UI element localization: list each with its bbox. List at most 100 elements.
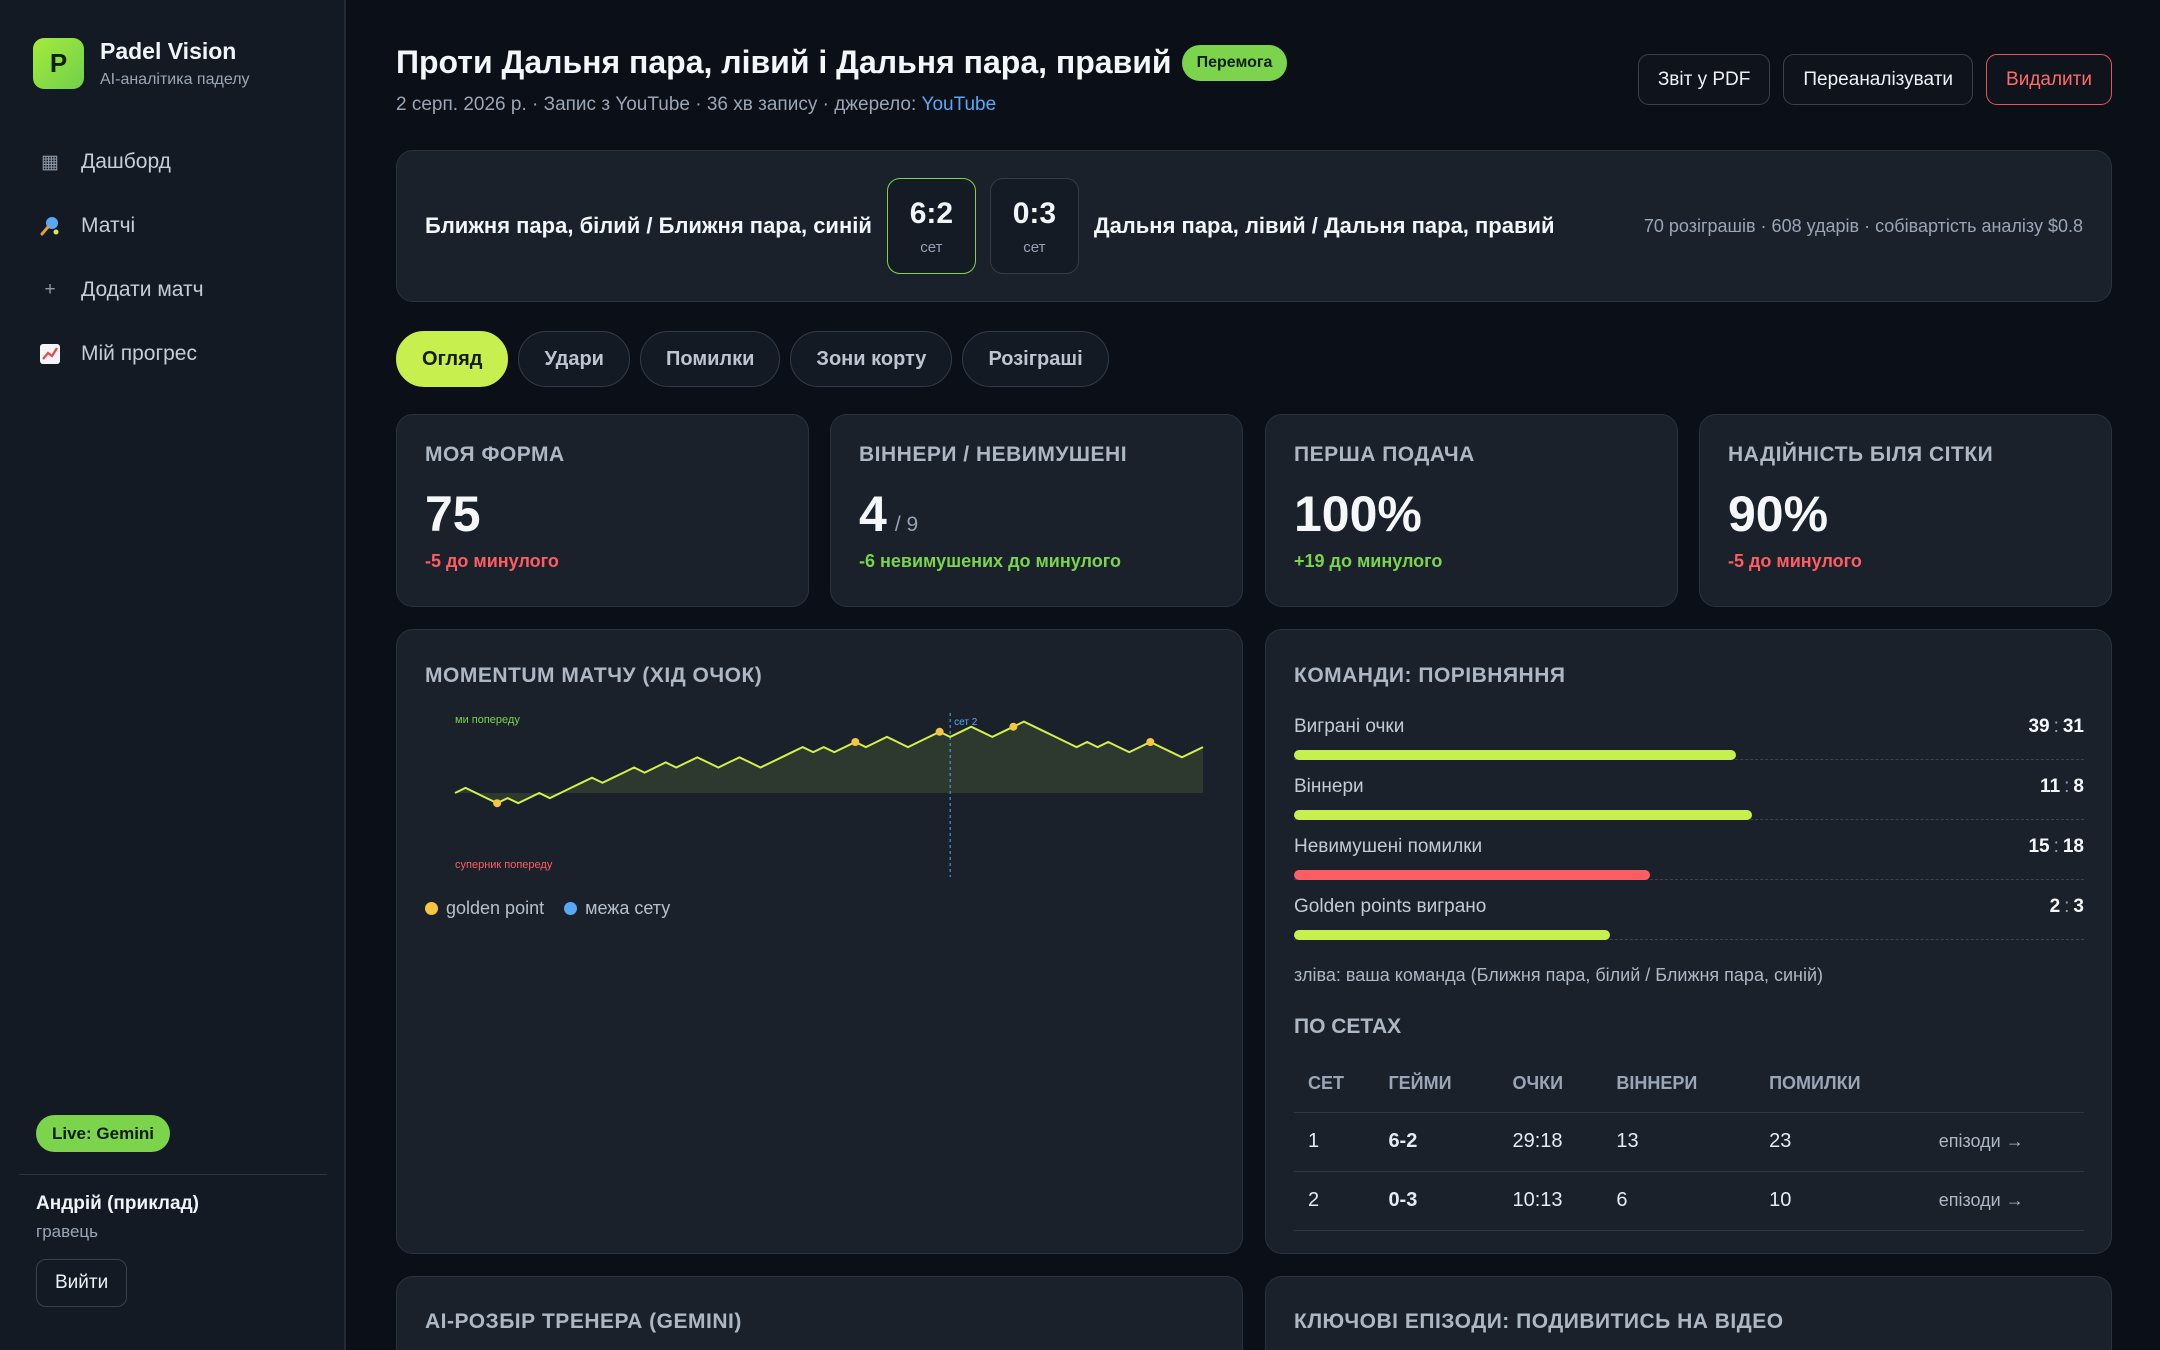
sidebar-item-label: Мій прогрес [81, 342, 197, 365]
coach-panel: AI-РОЗБІР ТРЕНЕРА (GEMINI) [396, 1276, 1243, 1350]
comparison-label: Невимушені помилки [1294, 836, 1483, 857]
panel-title: AI-РОЗБІР ТРЕНЕРА (GEMINI) [425, 1310, 742, 1333]
tab-shots[interactable]: Удари [518, 331, 630, 387]
sets-title: ПО СЕТАХ [1294, 1015, 1402, 1038]
golden-point-marker [935, 727, 944, 736]
cell-winners: 13 [1602, 1112, 1756, 1172]
score-card: Ближня пара, білий / Ближня пара, синій … [396, 150, 2112, 302]
tab-overview[interactable]: Огляд [396, 331, 509, 387]
meta-text: 2 серп. 2026 р. · Запис з YouTube · 36 х… [396, 94, 917, 115]
kpi-card-net-reliability: НАДІЙНІСТЬ БІЛЯ СІТКИ 90% -5 до минулого [1699, 414, 2112, 607]
delete-button[interactable]: Видалити [1986, 54, 2112, 105]
tab-errors[interactable]: Помилки [639, 331, 781, 387]
kpi-delta: -6 невимушених до минулого [859, 551, 1121, 571]
cell-points: 29:18 [1498, 1112, 1603, 1172]
comparison-right: 8 [2073, 776, 2084, 797]
kpi-delta: -5 до минулого [425, 551, 559, 571]
table-row: 2 0-3 10:13 6 10 епізоди → [1294, 1171, 2084, 1231]
comparison-bar [1294, 750, 1737, 760]
comparison-bar [1294, 870, 1650, 880]
comparison-label: Golden points виграно [1294, 896, 1487, 917]
golden-point-marker [493, 799, 502, 808]
brand-title: Padel Vision [100, 38, 237, 64]
sidebar-item-label: Додати матч [81, 278, 204, 301]
momentum-line [454, 720, 1204, 805]
cell-games: 0-3 [1374, 1171, 1499, 1231]
comparison-left: 2 [2049, 896, 2061, 917]
comparison-row: Невимушені помилки 15:18 [1294, 836, 2084, 880]
comparison-left: 39 [2028, 716, 2050, 737]
column-header: СЕТ [1294, 1056, 1375, 1113]
racket-icon [37, 215, 63, 237]
cell-errors: 10 [1755, 1171, 1925, 1231]
kpi-card-form: МОЯ ФОРМА 75 -5 до минулого [396, 414, 809, 607]
episodes-link[interactable]: епізоди → [1924, 1171, 2084, 1231]
team-right: Дальня пара, лівий / Дальня пара, правий [1093, 213, 1555, 238]
logo: P [33, 38, 84, 89]
comparison-right: 3 [2073, 896, 2084, 917]
sidebar-item-progress[interactable]: Мій прогрес [20, 322, 326, 386]
sidebar-item-matches[interactable]: Матчі [20, 194, 326, 258]
column-header: ОЧКИ [1498, 1056, 1603, 1113]
chart-legend: golden point межа сету [425, 898, 670, 919]
comparison-right: 31 [2062, 716, 2084, 737]
cell-set: 2 [1294, 1171, 1375, 1231]
golden-point-marker [851, 738, 860, 746]
chart-icon [37, 343, 63, 365]
plus-icon: + [44, 279, 56, 300]
reanalyze-button[interactable]: Переаналізувати [1783, 54, 1974, 105]
tab-court-zones[interactable]: Зони корту [790, 331, 953, 387]
column-header: ПОМИЛКИ [1755, 1056, 1925, 1113]
column-header: ГЕЙМИ [1374, 1056, 1499, 1113]
kpi-value: 75 [425, 486, 481, 542]
kpi-sub: / 9 [894, 513, 919, 536]
cell-errors: 23 [1755, 1112, 1925, 1172]
kpi-value: 100% [1294, 486, 1422, 542]
cell-games: 6-2 [1374, 1112, 1499, 1172]
tab-rallies[interactable]: Розіграші [962, 331, 1109, 387]
sidebar: P Padel Vision AI-аналітика паделу ▦ Даш… [0, 0, 346, 1350]
brand-subtitle: AI-аналітика паделу [100, 71, 250, 88]
user-name: Андрій (приклад) [36, 1193, 199, 1214]
comparison-panel: КОМАНДИ: ПОРІВНЯННЯ Виграні очки 39:31 Ві… [1265, 629, 2112, 1254]
legend-item-set-boundary: межа сету [564, 898, 670, 919]
sidebar-item-dashboard[interactable]: ▦ Дашборд [20, 130, 326, 194]
kpi-label: ВІННЕРИ / НЕВИМУШЕНІ [859, 443, 1128, 466]
comparison-bar [1294, 810, 1753, 820]
episodes-link[interactable]: епізоди → [1924, 1112, 2084, 1172]
logout-button[interactable]: Вийти [36, 1259, 128, 1307]
comparison-row: Віннери 11:8 [1294, 776, 2084, 820]
sets-table: СЕТ ГЕЙМИ ОЧКИ ВІННЕРИ ПОМИЛКИ 1 6-2 29:… [1294, 1056, 2084, 1231]
legend-item-golden-point: golden point [425, 898, 544, 919]
table-header-row: СЕТ ГЕЙМИ ОЧКИ ВІННЕРИ ПОМИЛКИ [1294, 1056, 2084, 1113]
episodes-panel: КЛЮЧОВІ ЕПІЗОДИ: ПОДИВИТИСЬ НА ВІДЕО [1265, 1276, 2112, 1350]
sidebar-item-label: Матчі [81, 214, 136, 237]
set-label: сет [920, 238, 943, 256]
trailing-label: суперник попереду [455, 859, 553, 871]
comparison-bar [1294, 930, 1610, 940]
brand[interactable]: P Padel Vision AI-аналітика паделу [33, 38, 250, 89]
source-link[interactable]: YouTube [921, 94, 997, 115]
golden-point-marker [1009, 722, 1018, 731]
golden-point-marker [1146, 738, 1155, 746]
match-meta: 2 серп. 2026 р. · Запис з YouTube · 36 х… [396, 94, 996, 116]
comparison-left: 15 [2028, 836, 2050, 857]
page-title: Проти Дальня пара, лівий і Дальня пара, … [396, 44, 1172, 80]
set-score-box: 0:3 сет [989, 178, 1079, 274]
title-row: Проти Дальня пара, лівий і Дальня пара, … [396, 44, 1288, 81]
sidebar-item-label: Дашборд [81, 150, 171, 173]
sidebar-item-add-match[interactable]: + Додати матч [20, 258, 326, 322]
momentum-panel: MOMENTUM МАТЧУ (ХІД ОЧОК) ми попереду су… [396, 629, 1243, 1254]
momentum-area [455, 721, 1203, 804]
kpi-delta: +19 до минулого [1294, 551, 1443, 571]
column-header: ВІННЕРИ [1602, 1056, 1756, 1113]
comparison-label: Віннери [1294, 776, 1364, 797]
user-role: гравець [36, 1222, 98, 1241]
momentum-chart: ми попереду суперник попереду сет 2 [454, 713, 1204, 877]
divider [19, 1174, 327, 1175]
sidebar-nav: ▦ Дашборд Матчі + Додати матч Мій прогре… [20, 130, 326, 386]
kpi-value: 4 [859, 486, 887, 542]
set-score-box: 6:2 сет [886, 178, 976, 274]
legend-label: golden point [446, 898, 545, 918]
pdf-report-button[interactable]: Звіт у PDF [1637, 54, 1771, 105]
